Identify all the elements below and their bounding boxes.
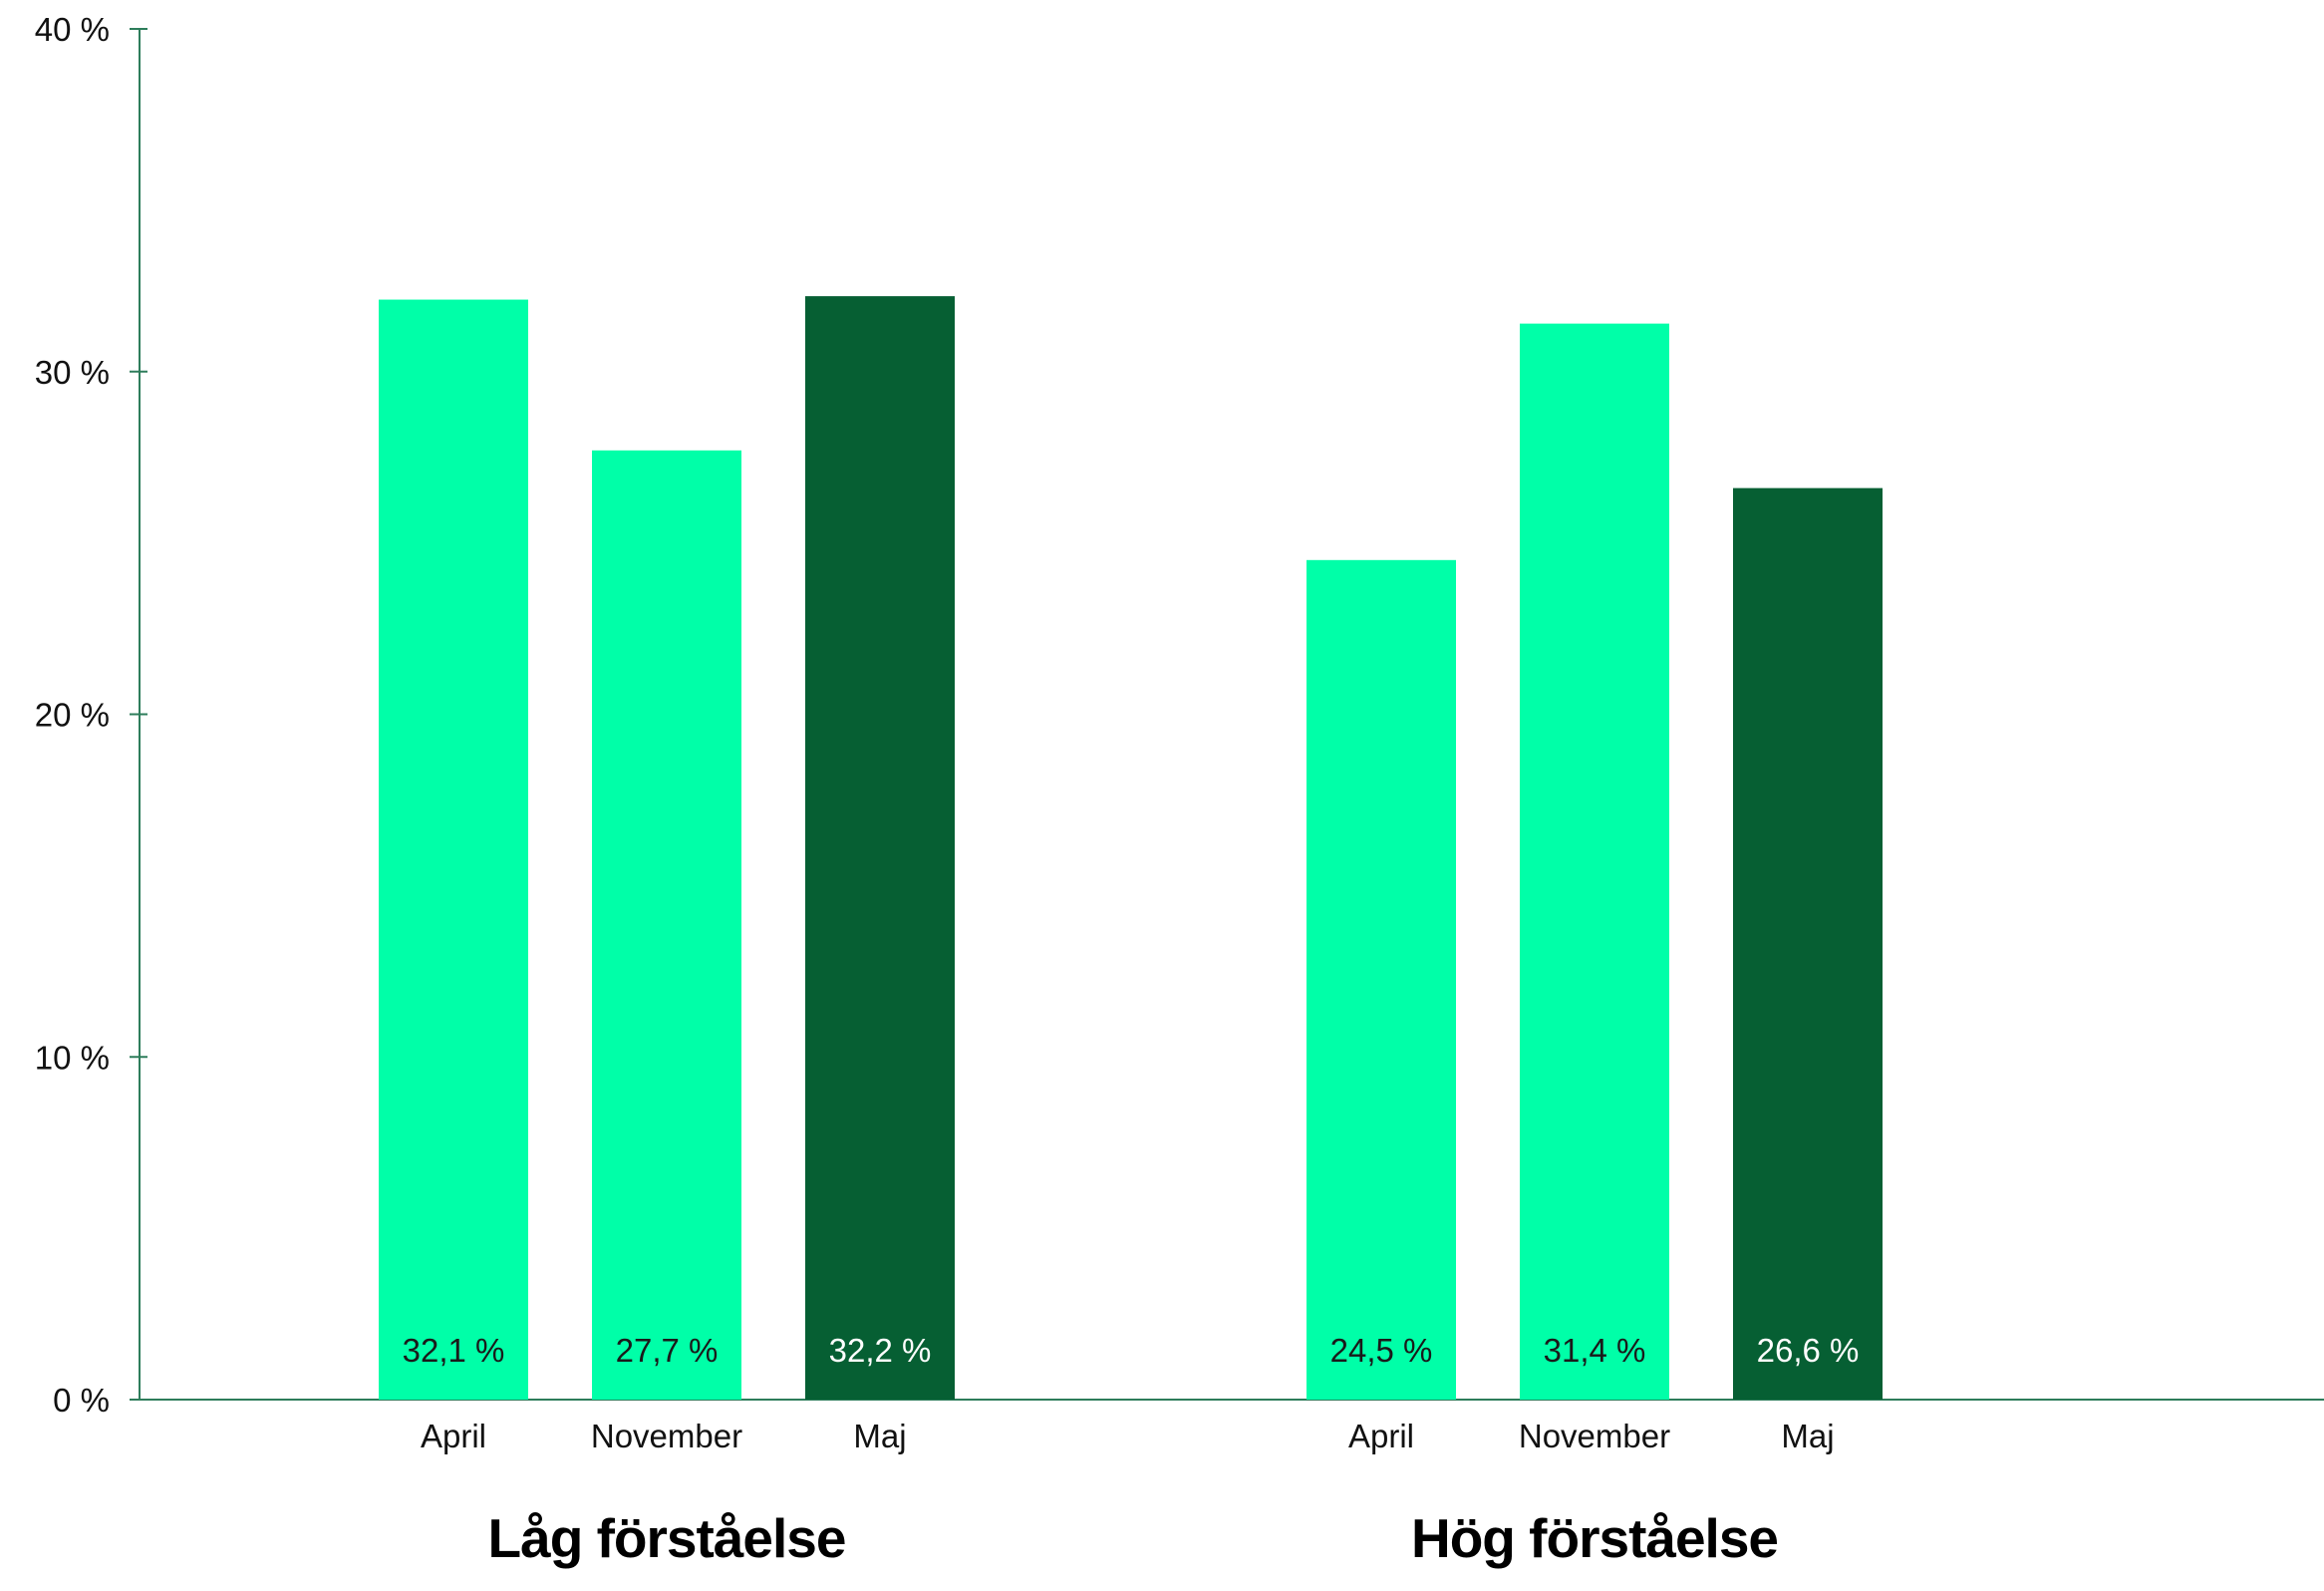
- y-tick-label: 20 %: [35, 697, 110, 734]
- bar-låg-april: [379, 299, 528, 1400]
- bar-value-label: 32,2 %: [829, 1332, 932, 1369]
- bar-låg-maj: [805, 296, 955, 1400]
- bar-value-label: 24,5 %: [1330, 1332, 1433, 1369]
- bar-value-label: 26,6 %: [1757, 1332, 1860, 1369]
- bar-hög-april: [1307, 559, 1456, 1400]
- x-category-label: Maj: [853, 1418, 906, 1454]
- labels: 0 % 10 % 20 % 30 % 40 % 32,1 % April 27,7 % Nove…: [35, 11, 1860, 1569]
- bar-låg-november: [592, 450, 741, 1400]
- group-label: Hög förståelse: [1411, 1507, 1778, 1569]
- bar-hög-maj: [1733, 487, 1883, 1400]
- bar-value-label: 32,1 %: [403, 1332, 505, 1369]
- bar-value-label: 27,7 %: [616, 1332, 719, 1369]
- bar-hög-november: [1520, 323, 1669, 1400]
- bars: [379, 296, 1883, 1400]
- x-category-label: November: [1519, 1418, 1670, 1454]
- y-tick-label: 30 %: [35, 354, 110, 391]
- y-tick-label: 0 %: [53, 1382, 110, 1419]
- group-label: Låg förståelse: [488, 1507, 846, 1569]
- x-category-label: April: [421, 1418, 486, 1454]
- x-category-label: April: [1348, 1418, 1414, 1454]
- x-category-label: November: [591, 1418, 742, 1454]
- y-tick-label: 40 %: [35, 11, 110, 48]
- bar-value-label: 31,4 %: [1544, 1332, 1646, 1369]
- y-tick-label: 10 %: [35, 1039, 110, 1076]
- x-category-label: Maj: [1781, 1418, 1834, 1454]
